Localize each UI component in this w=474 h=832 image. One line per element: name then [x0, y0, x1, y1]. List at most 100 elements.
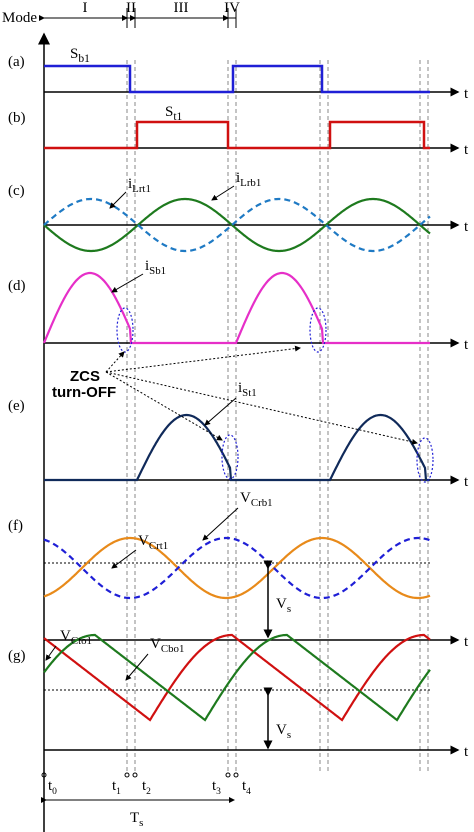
vs-label-main: V [276, 722, 287, 738]
pointer [204, 397, 237, 426]
mode-number: III [174, 0, 189, 16]
ilrb1-label-main: i [236, 170, 240, 186]
time-label-main: t [142, 778, 147, 794]
time-label-sub: 0 [52, 787, 57, 797]
zcs-pointer [105, 351, 125, 373]
time-label-sub: 1 [116, 787, 121, 797]
ist1-label-main: i [238, 380, 242, 396]
mode-label: Mode [2, 10, 37, 26]
zcs-label: ZCS [70, 368, 100, 385]
zcs-region [416, 437, 434, 483]
ilrt1-wave [43, 197, 431, 253]
isb1-wave [42, 271, 430, 345]
st1-label-main: S [165, 104, 173, 120]
zcs-region [309, 307, 327, 353]
pointer [109, 191, 127, 209]
panel-label: (c) [8, 183, 25, 199]
sb1-label-sub: b1 [78, 52, 90, 65]
vcrb1-label-sub: Crb1 [251, 497, 273, 509]
panel-label: (b) [8, 110, 26, 126]
time-label-main: t [48, 778, 53, 794]
vcrt1-wave [43, 536, 431, 600]
zcs-pointer [105, 371, 223, 441]
axis-label: t [464, 219, 469, 235]
axis-label: t [464, 86, 469, 102]
pointer [211, 185, 235, 201]
ilrt1-label-main: i [128, 176, 132, 192]
mode-number: I [83, 0, 88, 16]
vcbo1-label: VCbo1 [150, 636, 184, 655]
st1-label-sub: t1 [173, 110, 182, 123]
time-label: t4 [242, 778, 251, 797]
mode-number: II [126, 0, 136, 16]
mode-number: IV [224, 0, 240, 16]
vcrb1-label-main: V [240, 490, 251, 506]
axis-label: t [464, 744, 469, 760]
time-label-sub: 4 [246, 787, 251, 797]
vcbo1-label-main: V [150, 636, 161, 652]
vcto1-label-sub: Cto1 [71, 635, 92, 647]
pointer [125, 653, 149, 681]
vcbo1-wave [43, 633, 431, 722]
vcrt1-label-sub: Crt1 [149, 540, 168, 552]
vs-label-main: V [276, 596, 287, 612]
ilrt1-label: iLrt1 [128, 176, 151, 195]
zcs-pointer [105, 371, 418, 445]
time-label-sub: 2 [146, 787, 151, 797]
ilrb1-wave [43, 197, 431, 253]
ilrb1-label-sub: Lrb1 [240, 177, 261, 189]
vs-label: Vs [276, 596, 291, 615]
axis-label: t [464, 474, 469, 490]
panel-label: (g) [8, 648, 26, 664]
zcs-label: turn-OFF [52, 384, 116, 401]
sb1-wave [44, 64, 430, 94]
axis-label: t [464, 337, 469, 353]
time-label-main: t [212, 778, 217, 794]
pointer [111, 549, 137, 569]
vcto1-wave [43, 633, 431, 722]
st1-label: St1 [165, 104, 183, 123]
vcrb1-label: VCrb1 [240, 490, 273, 509]
time-label-sub: 3 [216, 787, 221, 797]
time-label: t1 [112, 778, 121, 797]
sb1-label-main: S [70, 46, 78, 62]
time-label: t3 [212, 778, 221, 797]
pointer [111, 273, 144, 293]
st1-wave [44, 120, 430, 150]
panel-label: (f) [8, 518, 23, 534]
vcrb1-wave [43, 536, 431, 600]
time-label: t2 [142, 778, 151, 797]
zcs-region [116, 307, 134, 353]
vs-label: Vs [276, 722, 291, 741]
ist1-label-sub: St1 [242, 387, 257, 399]
axis-label: t [464, 634, 469, 650]
sb1-label: Sb1 [70, 46, 90, 65]
vcto1-label: VCto1 [60, 628, 92, 647]
ilrb1-label: iLrb1 [236, 170, 261, 189]
axis-label: t [464, 142, 469, 158]
vcbo1-label-sub: Cbo1 [161, 643, 185, 655]
vcrt1-label-main: V [138, 533, 149, 549]
vcrt1-label: VCrt1 [138, 533, 168, 552]
ilrt1-label-sub: Lrt1 [132, 183, 151, 195]
vs-label-sub: s [287, 603, 291, 615]
time-label: t0 [48, 778, 57, 797]
pointer [45, 645, 57, 661]
time-point [225, 772, 231, 778]
panel-label: (d) [8, 278, 26, 294]
vs-label-sub: s [287, 729, 291, 741]
isb1-label-sub: Sb1 [149, 265, 166, 277]
zcs-region [221, 434, 239, 480]
time-point [41, 772, 47, 778]
time-point [233, 772, 239, 778]
period-label-main: T [130, 810, 139, 826]
zcs-pointer [105, 345, 301, 373]
pointer [202, 507, 239, 541]
period-label: Ts [130, 810, 143, 829]
isb1-label: iSb1 [145, 258, 166, 277]
ist1-wave [44, 413, 430, 482]
isb1-label-main: i [145, 258, 149, 274]
period-label-sub: s [139, 817, 143, 829]
time-label-main: t [242, 778, 247, 794]
